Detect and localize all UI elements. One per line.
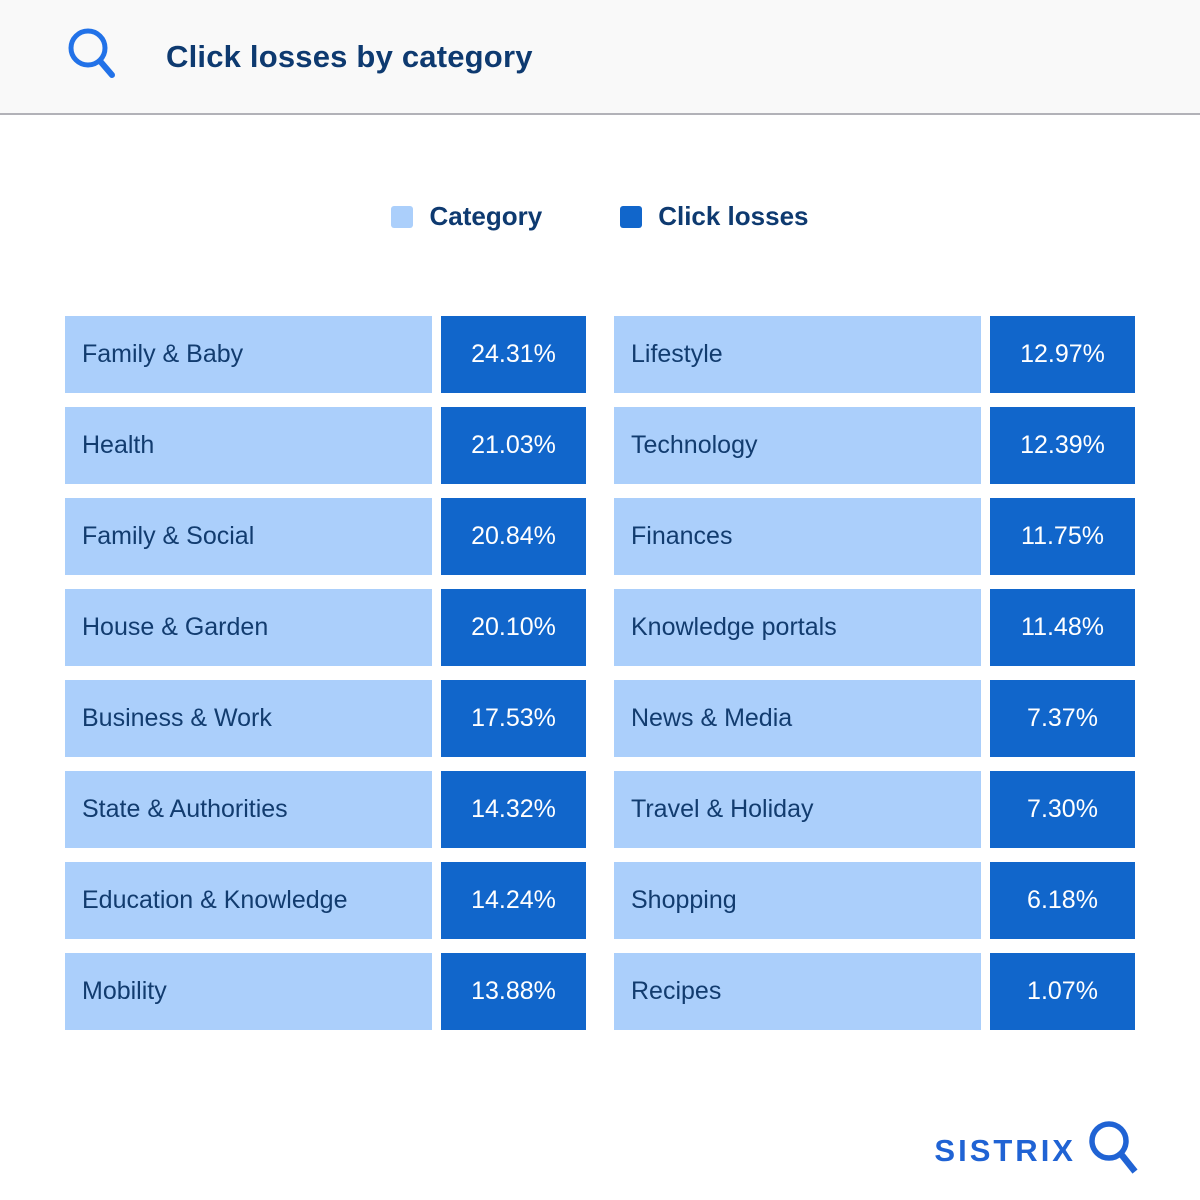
table-row: Health 21.03%	[65, 407, 586, 484]
header: Click losses by category	[0, 0, 1200, 115]
click-loss-value: 20.84%	[441, 498, 586, 575]
click-losses-swatch	[620, 205, 643, 228]
click-loss-value: 11.48%	[990, 589, 1135, 666]
table-row: Lifestyle 12.97%	[614, 316, 1135, 393]
category-label: Family & Baby	[65, 316, 432, 393]
category-label: Health	[65, 407, 432, 484]
sistrix-logo: SISTRIX	[934, 1119, 1140, 1182]
category-label: Shopping	[614, 862, 981, 939]
table-row: News & Media 7.37%	[614, 680, 1135, 757]
table-row: Recipes 1.07%	[614, 953, 1135, 1030]
legend-label-click-losses: Click losses	[658, 201, 809, 231]
click-loss-value: 24.31%	[441, 316, 586, 393]
table-row: Family & Social 20.84%	[65, 498, 586, 575]
category-label: House & Garden	[65, 589, 432, 666]
click-loss-value: 6.18%	[990, 862, 1135, 939]
click-loss-value: 14.32%	[441, 771, 586, 848]
table-row: Finances 11.75%	[614, 498, 1135, 575]
search-icon	[1086, 1119, 1140, 1182]
table-row: Travel & Holiday 7.30%	[614, 771, 1135, 848]
table-row: Mobility 13.88%	[65, 953, 586, 1030]
legend-label-category: Category	[429, 201, 543, 231]
table-row: Business & Work 17.53%	[65, 680, 586, 757]
sistrix-wordmark: SISTRIX	[934, 1132, 1076, 1168]
click-loss-value: 7.37%	[990, 680, 1135, 757]
table-row: Shopping 6.18%	[614, 862, 1135, 939]
page-title: Click losses by category	[166, 38, 533, 74]
category-label: Education & Knowledge	[65, 862, 432, 939]
right-column: Lifestyle 12.97% Technology 12.39% Finan…	[614, 316, 1135, 1030]
table-row: Education & Knowledge 14.24%	[65, 862, 586, 939]
click-loss-value: 11.75%	[990, 498, 1135, 575]
click-loss-value: 14.24%	[441, 862, 586, 939]
click-loss-value: 13.88%	[441, 953, 586, 1030]
category-label: State & Authorities	[65, 771, 432, 848]
category-label: Finances	[614, 498, 981, 575]
click-loss-value: 12.39%	[990, 407, 1135, 484]
category-label: Business & Work	[65, 680, 432, 757]
category-swatch	[391, 205, 414, 228]
click-loss-value: 1.07%	[990, 953, 1135, 1030]
table-row: Technology 12.39%	[614, 407, 1135, 484]
click-loss-value: 21.03%	[441, 407, 586, 484]
table-row: Knowledge portals 11.48%	[614, 589, 1135, 666]
category-label: Travel & Holiday	[614, 771, 981, 848]
legend: Category Click losses	[0, 201, 1200, 232]
category-label: Technology	[614, 407, 981, 484]
table-row: House & Garden 20.10%	[65, 589, 586, 666]
table-row: State & Authorities 14.32%	[65, 771, 586, 848]
legend-item-category: Category	[391, 201, 542, 232]
category-label: Lifestyle	[614, 316, 981, 393]
category-label: Mobility	[65, 953, 432, 1030]
search-icon	[66, 26, 118, 87]
category-label: Family & Social	[65, 498, 432, 575]
category-label: News & Media	[614, 680, 981, 757]
left-column: Family & Baby 24.31% Health 21.03% Famil…	[65, 316, 586, 1030]
category-label: Knowledge portals	[614, 589, 981, 666]
click-loss-value: 17.53%	[441, 680, 586, 757]
click-loss-value: 7.30%	[990, 771, 1135, 848]
category-label: Recipes	[614, 953, 981, 1030]
table-row: Family & Baby 24.31%	[65, 316, 586, 393]
click-loss-value: 20.10%	[441, 589, 586, 666]
click-loss-value: 12.97%	[990, 316, 1135, 393]
category-bars-grid: Family & Baby 24.31% Health 21.03% Famil…	[65, 316, 1135, 1030]
legend-item-click-losses: Click losses	[620, 201, 809, 232]
